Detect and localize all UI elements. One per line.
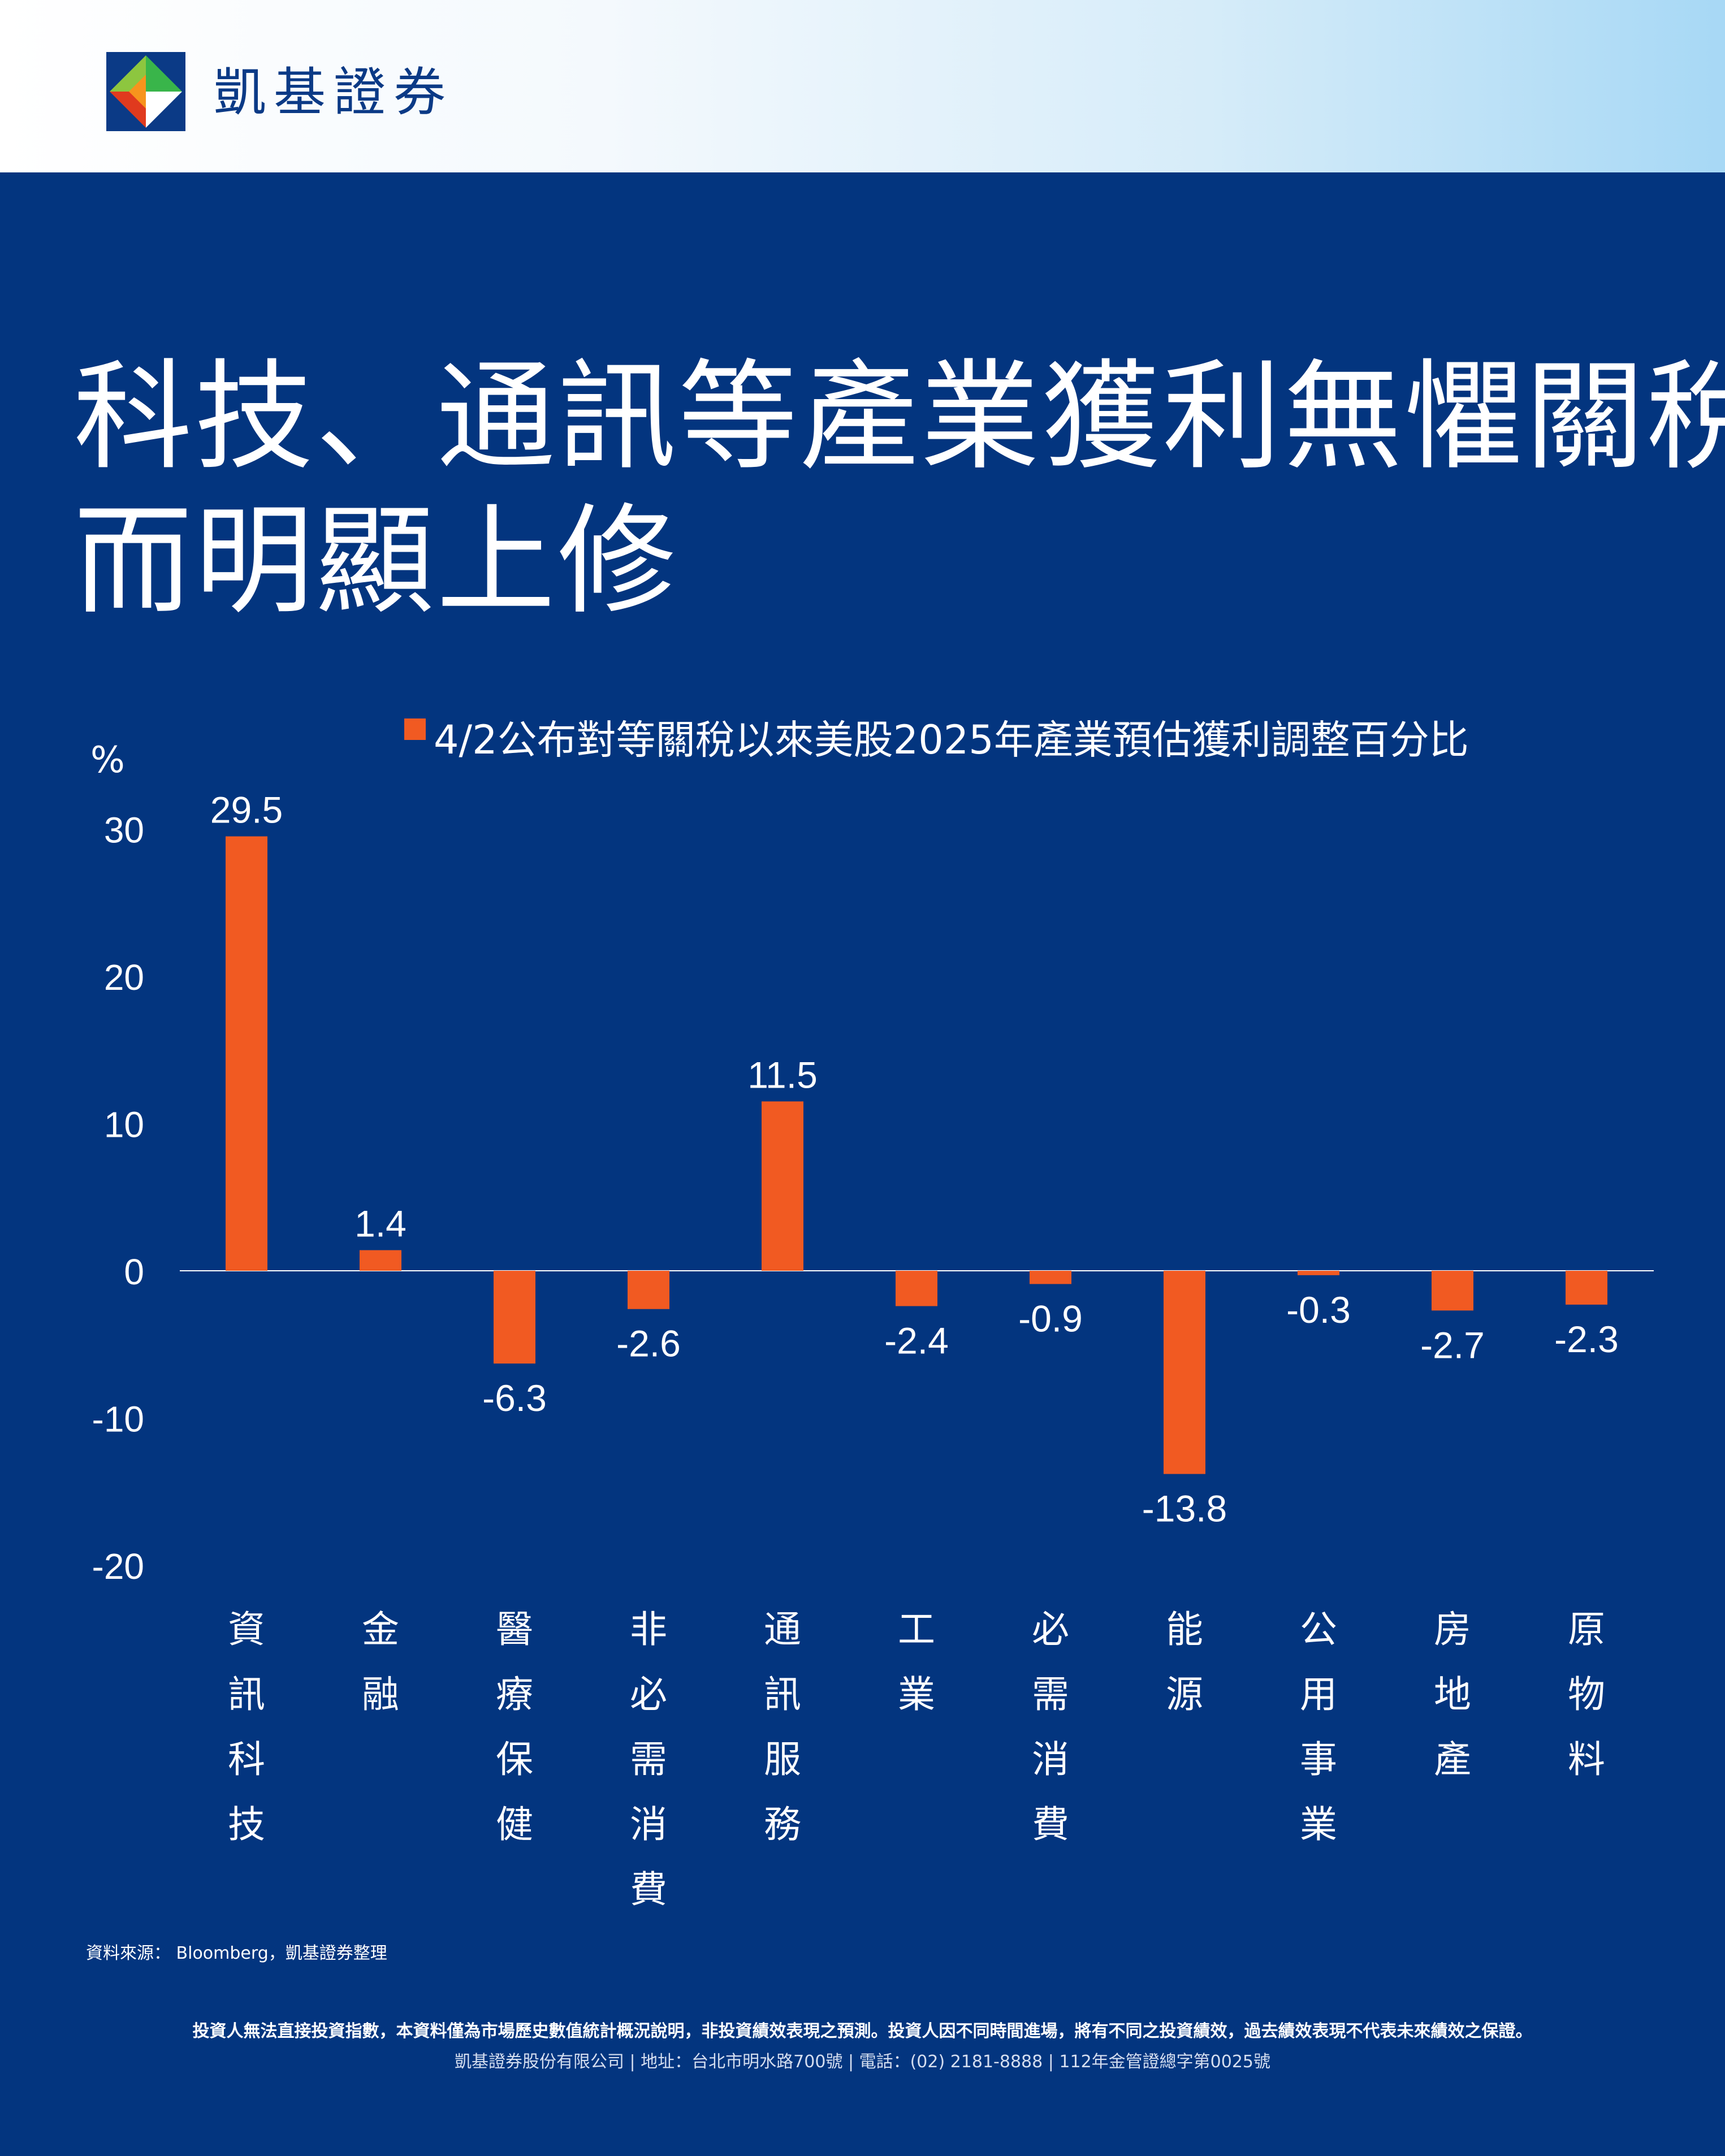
category-label: 金融 [362,1608,399,1716]
kgi-logo-icon [106,52,185,131]
page-title: 科技、通訊等產業獲利無懼關稅 而明顯上修 [74,345,1725,633]
header-bar: 凱基證券 [0,0,1725,172]
legend-label: 4/2公布對等關稅以來美股2025年產業預估獲利調整百分比 [434,716,1469,763]
data-label: -0.9 [1018,1297,1083,1339]
data-label: 1.4 [354,1203,407,1245]
data-label: -2.7 [1420,1324,1485,1366]
category-label: 資訊科技 [228,1608,265,1846]
data-label: 29.5 [210,789,283,831]
data-label: -2.6 [616,1323,681,1365]
data-label: -6.3 [482,1377,547,1419]
category-label: 房地產 [1434,1608,1471,1781]
category-label: 醫療保健 [496,1608,533,1846]
data-label: -2.3 [1554,1318,1619,1360]
category-label: 原物料 [1568,1608,1605,1781]
bar [1164,1271,1205,1474]
bar-chart: % 30 20 10 0 -10 -20 29.5 資訊科技 1.4 金融 -6.3 醫療保健 -2.6 非… [90,739,1654,1911]
y-tick-label: 30 [104,810,144,851]
data-label: -13.8 [1142,1487,1227,1529]
bar [360,1250,401,1271]
y-tick-label: -10 [92,1399,145,1440]
category-label: 工業 [898,1608,935,1716]
bar [1432,1271,1473,1311]
source-note: 資料來源： Bloomberg，凱基證券整理 [86,1943,387,1963]
category-label: 公用事業 [1300,1608,1337,1846]
category-label: 必需消費 [1032,1608,1069,1846]
brand-name: 凱基證券 [214,62,454,123]
category-label: 能源 [1166,1608,1203,1716]
category-label: 非必需消費 [630,1608,667,1911]
data-label: 11.5 [747,1054,818,1096]
title-line-2: 而明顯上修 [74,492,679,630]
y-tick-label: -20 [92,1546,145,1587]
chart-legend: 4/2公布對等關稅以來美股2025年產業預估獲利調整百分比 [404,711,1469,763]
data-label: -0.3 [1286,1289,1351,1331]
bar [494,1271,535,1364]
bar [226,836,267,1271]
y-axis-unit-label: % [90,739,125,781]
y-tick-label: 20 [104,957,144,998]
y-tick-label: 10 [104,1105,144,1145]
bar [1030,1271,1071,1284]
bar [628,1271,669,1309]
disclaimer: 投資人無法直接投資指數，本資料僅為市場歷史數值統計概況說明，非投資績效表現之預測… [192,2021,1533,2041]
bar [1298,1271,1339,1275]
bar [762,1101,803,1271]
y-tick-label: 0 [124,1252,144,1292]
category-label: 通訊服務 [764,1608,801,1846]
legend-swatch [404,718,426,740]
bar [896,1271,937,1306]
title-line-1: 科技、通訊等產業獲利無懼關稅 [74,348,1725,486]
company-info: 凱基證券股份有限公司 | 地址：台北市明水路700號 | 電話：(02) 218… [454,2052,1271,2072]
bar [1566,1271,1607,1305]
data-label: -2.4 [884,1320,949,1362]
